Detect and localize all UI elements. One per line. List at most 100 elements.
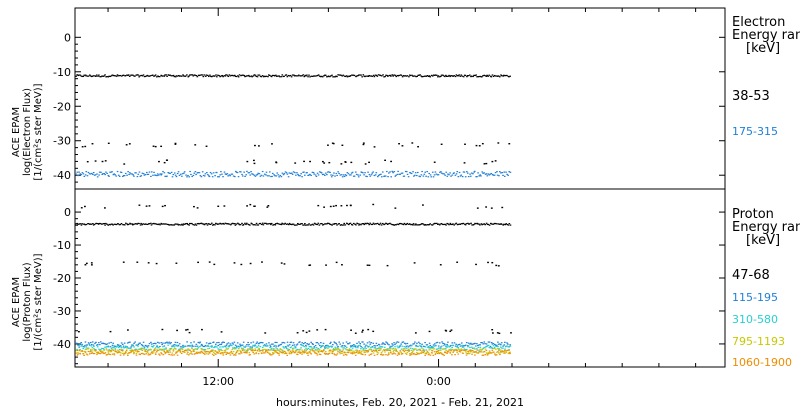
panel1-point [397, 170, 399, 172]
panel2-point [445, 345, 447, 347]
panel1-point [324, 74, 327, 76]
panel2-point [116, 344, 119, 346]
panel2-point [381, 346, 384, 348]
panel1-point [458, 74, 460, 76]
panel2-point [367, 351, 369, 353]
panel2-point [378, 224, 381, 226]
panel2-point [112, 349, 115, 351]
panel1-point [183, 172, 185, 174]
panel1-point [315, 75, 318, 77]
panel2-point [78, 349, 81, 351]
panel2-point [459, 351, 462, 353]
panel2-point [247, 341, 249, 344]
panel2-point [495, 345, 497, 347]
panel2-point [250, 342, 252, 344]
panel2-point [75, 223, 77, 225]
panel1-point [86, 175, 89, 177]
panel1-point [350, 172, 353, 174]
panel2-point [403, 348, 406, 350]
panel2-point [196, 348, 199, 350]
panel2-point [488, 350, 491, 352]
panel2-point [93, 347, 95, 350]
panel2-point [138, 348, 141, 350]
panel2-point [270, 223, 272, 226]
panel2-point [497, 341, 499, 343]
panel1-point [154, 145, 157, 148]
panel2-point [119, 352, 122, 354]
panel1-point [394, 175, 397, 177]
panel2-point [497, 223, 499, 225]
panel2-point [192, 349, 195, 351]
panel2-point [461, 346, 464, 348]
panel2-point [365, 223, 367, 225]
panel2-point [376, 222, 379, 225]
panel2-point [421, 223, 423, 225]
panel2-point [373, 345, 376, 347]
panel1-point [498, 175, 500, 177]
panel2-point [416, 224, 418, 226]
panel1-point [146, 173, 149, 176]
panel2-point [155, 343, 157, 345]
panel2-point [324, 350, 327, 353]
panel2-point [506, 342, 508, 344]
panel2-point [162, 346, 164, 348]
panel1-point [500, 74, 502, 76]
panel1-point [429, 174, 432, 176]
panel2-point [199, 341, 202, 343]
panel1-point [205, 74, 208, 76]
panel2-point [137, 349, 139, 351]
panel2-point [309, 350, 312, 352]
panel2-point [76, 354, 79, 356]
panel2-point [415, 223, 417, 225]
panel2-point [276, 341, 278, 344]
panel1-point [299, 175, 301, 177]
panel2-point [503, 344, 505, 347]
panel1-point [505, 74, 507, 77]
panel1-point [393, 74, 395, 76]
panel2-point [481, 354, 484, 356]
panel2-point [483, 223, 486, 225]
panel1-point [502, 75, 505, 77]
panel2-point [270, 349, 273, 351]
panel1-point [423, 75, 426, 77]
panel2-point [438, 342, 441, 344]
panel1-point [288, 75, 291, 77]
panel2-point [392, 344, 394, 346]
panel2-point [106, 343, 109, 345]
panel1-point [490, 76, 493, 78]
panel2-point [331, 346, 334, 348]
panel2-point [110, 223, 113, 225]
panel2-point [306, 343, 308, 345]
panel2-point [228, 223, 230, 225]
panel2-point [133, 353, 135, 355]
panel2-point [83, 350, 86, 352]
panel2-point [412, 223, 415, 225]
panel2-point [353, 350, 355, 352]
panel2-point [452, 351, 454, 353]
panel2-point [283, 263, 286, 265]
panel2-point [90, 223, 93, 225]
panel2-point [196, 207, 199, 209]
panel2-point [458, 350, 461, 353]
panel2-point [165, 351, 167, 354]
panel2-point [353, 344, 355, 346]
panel2-point [232, 347, 235, 349]
panel1-point [200, 74, 203, 76]
panel2-point [234, 348, 237, 350]
panel1-point [418, 175, 421, 177]
panel2-point [385, 354, 387, 356]
panel1-point [105, 76, 107, 78]
panel2-point [249, 353, 251, 356]
panel2-point [174, 347, 177, 350]
panel2-point [407, 346, 410, 348]
panel2-point [510, 332, 512, 334]
panel2-point [80, 350, 82, 352]
panel1-point [440, 75, 442, 77]
panel2-point [88, 344, 91, 347]
panel2-point [435, 351, 438, 354]
panel2-point [78, 344, 80, 347]
panel2-point [271, 347, 273, 349]
panel2-point [467, 350, 470, 352]
panel2-point [429, 354, 432, 356]
panel1-point [390, 75, 392, 77]
